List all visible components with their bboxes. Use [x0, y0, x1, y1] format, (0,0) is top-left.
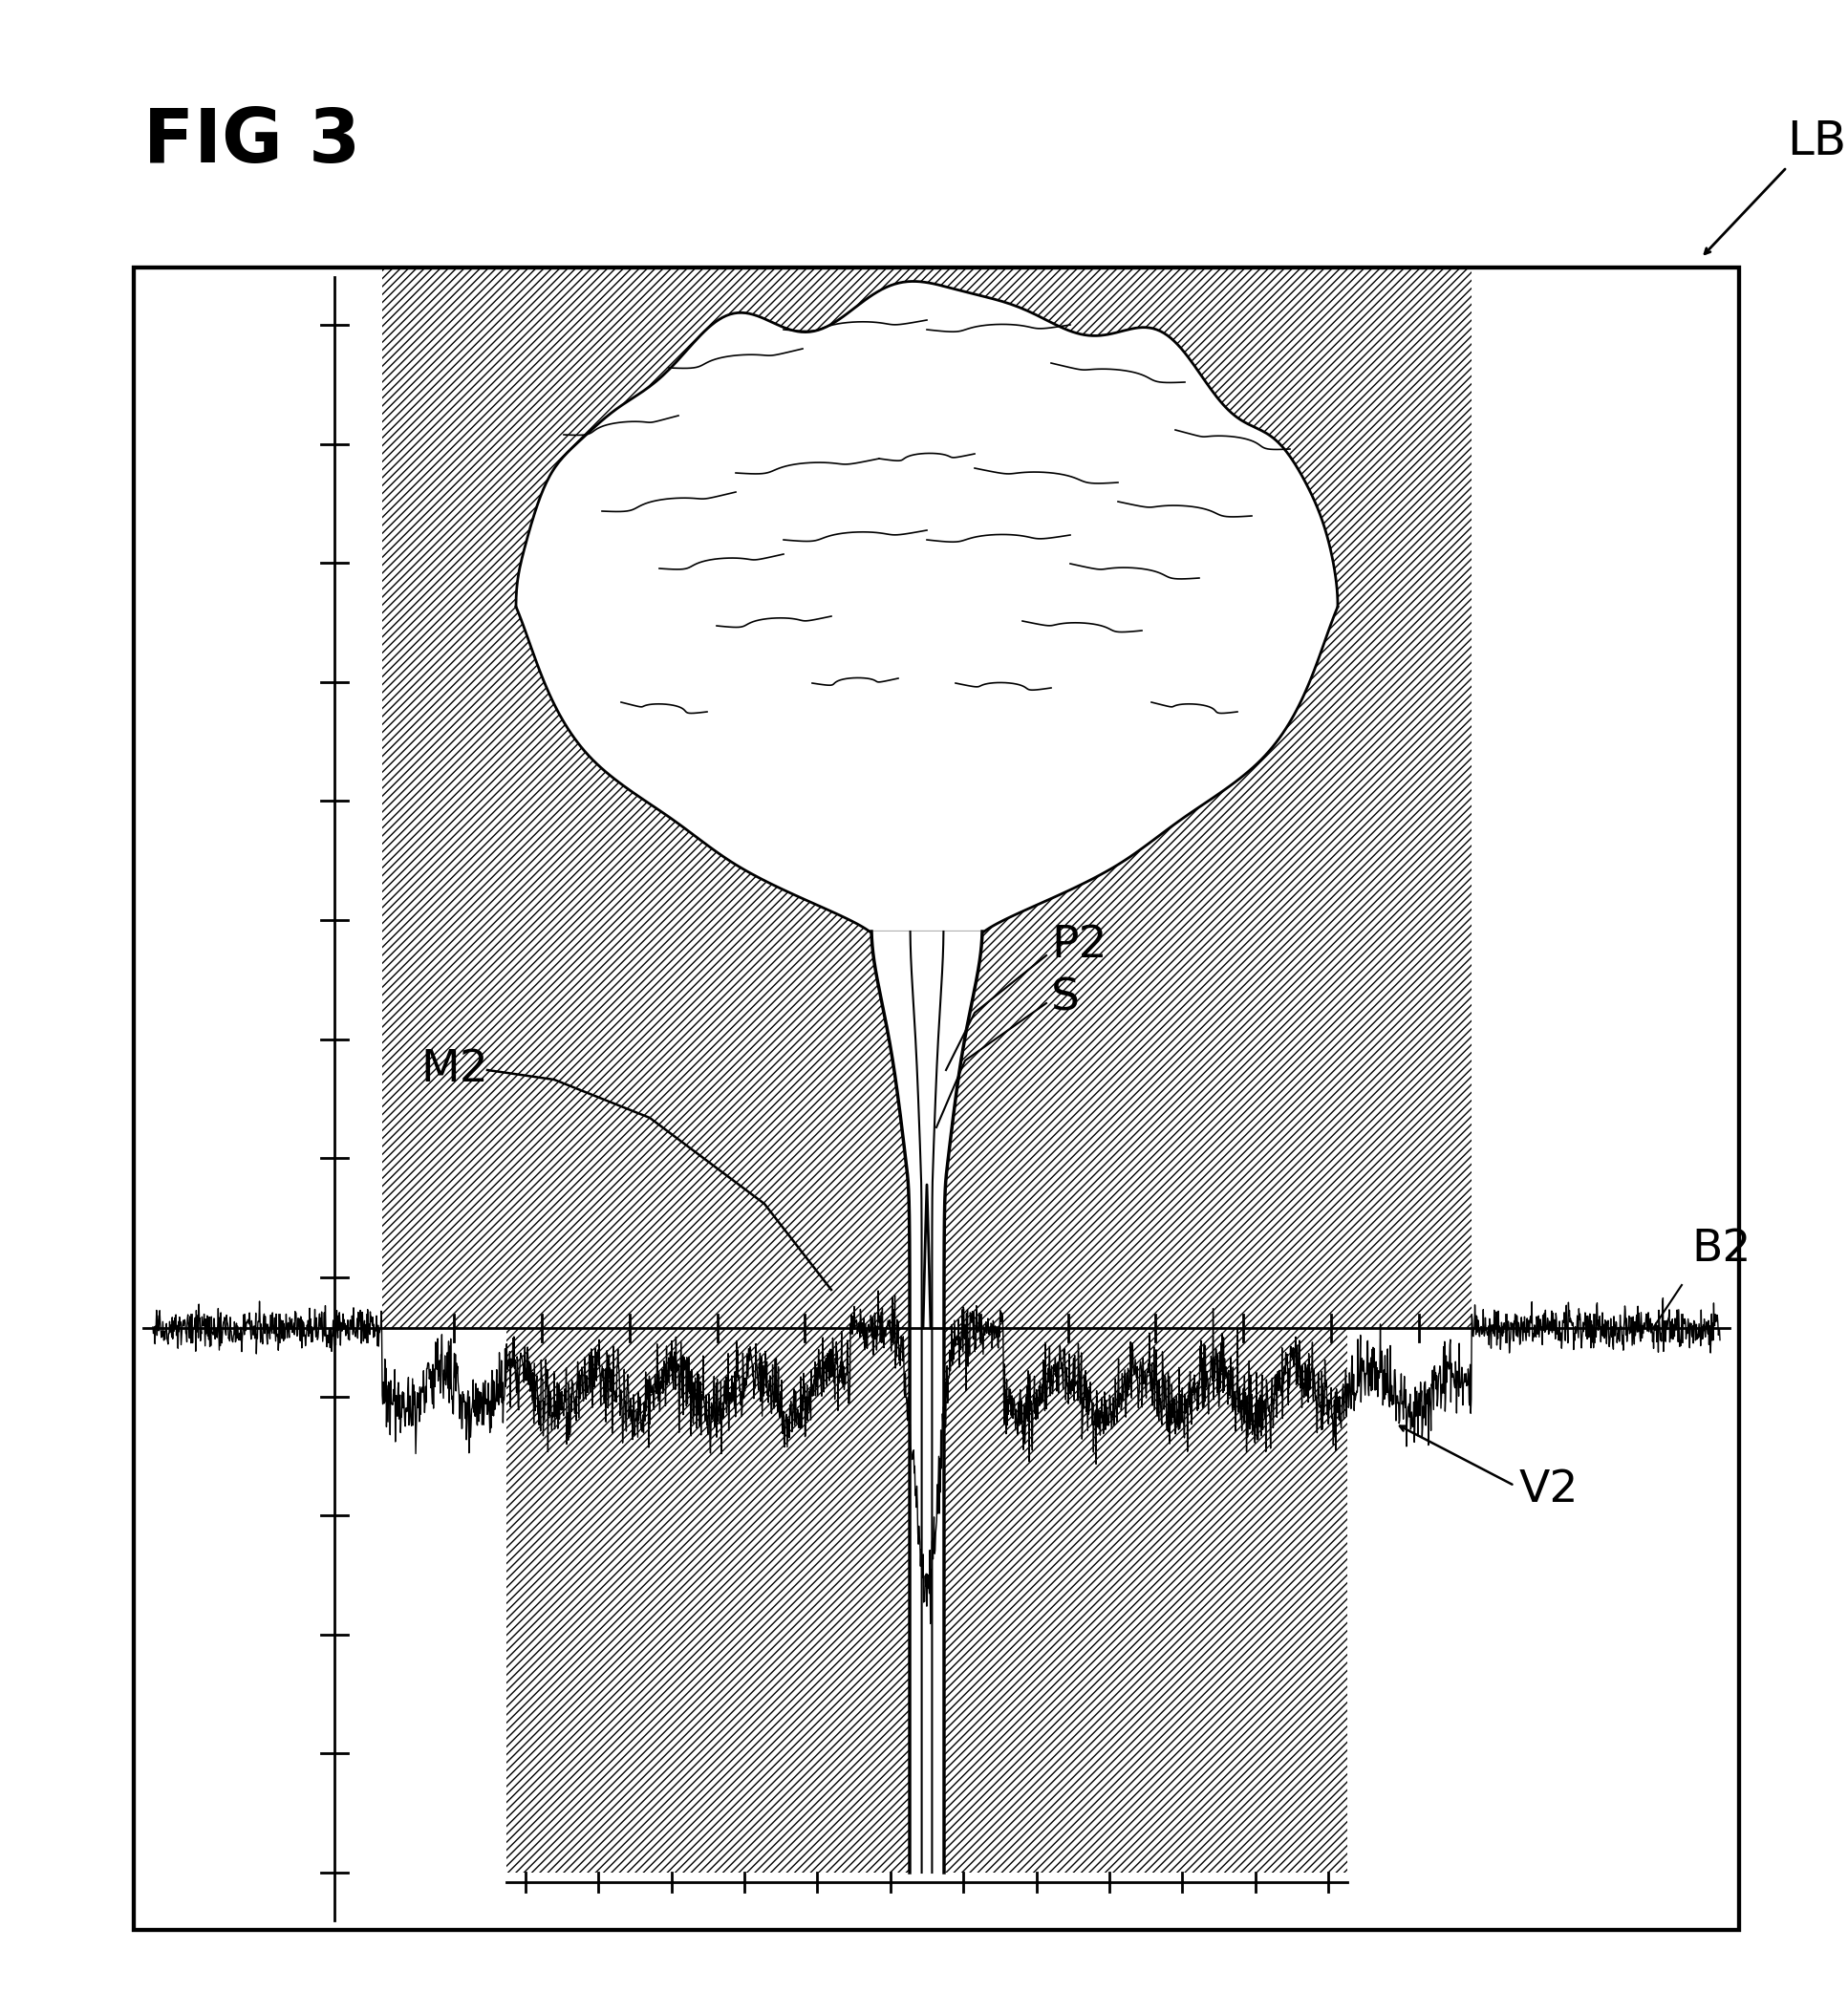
- Polygon shape: [872, 932, 983, 1873]
- Text: FIG 3: FIG 3: [144, 105, 360, 177]
- Text: V2: V2: [1519, 1468, 1578, 1513]
- Polygon shape: [516, 282, 1338, 932]
- Bar: [133, 268, 1739, 1929]
- Text: LB: LB: [1787, 119, 1846, 165]
- Bar: [133, 268, 1739, 1929]
- Text: M2: M2: [421, 1049, 488, 1092]
- Text: P2: P2: [1052, 924, 1107, 967]
- Text: B2: B2: [1691, 1229, 1752, 1271]
- Text: S: S: [1052, 977, 1079, 1019]
- Polygon shape: [383, 268, 1471, 1327]
- Polygon shape: [506, 1327, 1347, 1873]
